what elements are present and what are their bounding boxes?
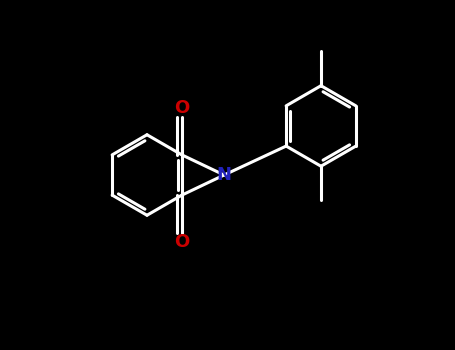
Text: O: O bbox=[174, 99, 189, 117]
Text: N: N bbox=[217, 166, 232, 184]
Text: O: O bbox=[174, 233, 189, 251]
